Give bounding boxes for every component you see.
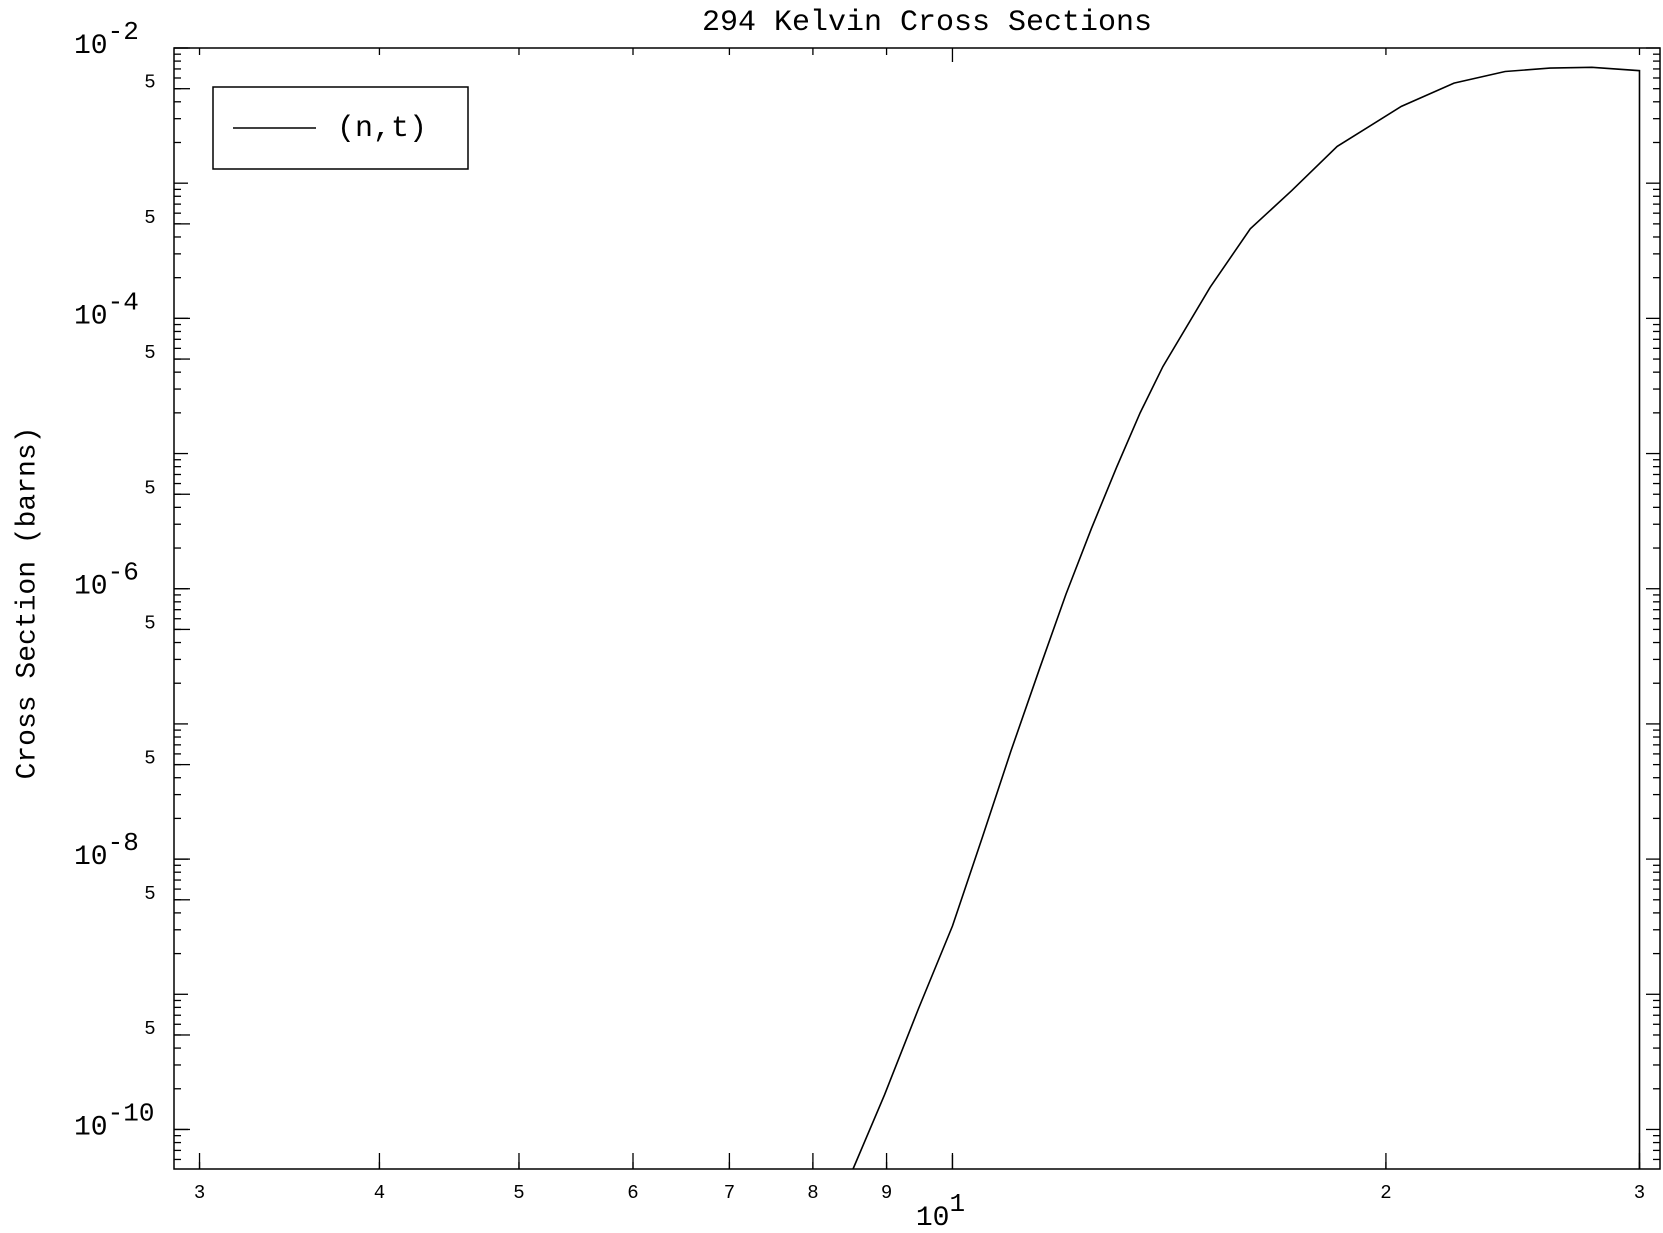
x-tick-label: 8 <box>807 1182 818 1204</box>
y-tick-label: 5 <box>144 207 155 229</box>
plot-frame <box>173 47 1661 1170</box>
y-tick-label: 10-6 <box>74 558 139 604</box>
x-tick-label-exponent: 1 <box>949 1189 965 1219</box>
y-tick-label: 5 <box>144 72 155 94</box>
series-line <box>852 66 1641 1170</box>
y-tick-label: 10-10 <box>74 1098 154 1144</box>
y-tick-label: 5 <box>144 748 155 770</box>
x-tick-label-base: 10 <box>916 1203 950 1233</box>
y-tick-label: 5 <box>144 477 155 499</box>
y-tick-label-exponent: -8 <box>108 828 139 858</box>
y-tick-label-base: 10 <box>74 302 108 333</box>
y-tick-label: 10-8 <box>74 828 139 874</box>
x-tick-label: 6 <box>627 1182 638 1204</box>
y-tick-label: 5 <box>144 342 155 364</box>
x-tick-label: 2 <box>1380 1182 1391 1204</box>
y-tick-label: 5 <box>144 883 155 905</box>
x-tick-label: 7 <box>724 1182 735 1204</box>
y-tick-label-exponent: -6 <box>108 558 139 588</box>
y-tick-label-base: 10 <box>74 1113 108 1144</box>
y-tick-label-exponent: -4 <box>108 287 139 317</box>
y-tick-label-exponent: -2 <box>108 17 139 47</box>
x-tick-label: 101 <box>916 1189 965 1233</box>
y-tick-label: 5 <box>144 1018 155 1040</box>
y-tick-label-base: 10 <box>74 572 108 603</box>
chart-title: 294 Kelvin Cross Sections <box>702 6 1152 40</box>
x-tick-label: 4 <box>374 1182 385 1204</box>
y-tick-label-base: 10 <box>74 842 108 873</box>
y-axis-label: Cross Section (barns) <box>12 427 43 780</box>
y-tick-label-base: 10 <box>74 31 108 62</box>
y-tick-label-exponent: -10 <box>108 1098 155 1128</box>
x-tick-label: 5 <box>513 1182 524 1204</box>
y-tick-label: 10-4 <box>74 287 139 333</box>
x-tick-label: 3 <box>194 1182 205 1204</box>
x-tick-label: 9 <box>881 1182 892 1204</box>
x-tick-label: 3 <box>1634 1182 1645 1204</box>
y-tick-label: 10-2 <box>74 17 139 63</box>
legend-label: (n,t) <box>337 112 427 146</box>
y-tick-label: 5 <box>144 612 155 634</box>
